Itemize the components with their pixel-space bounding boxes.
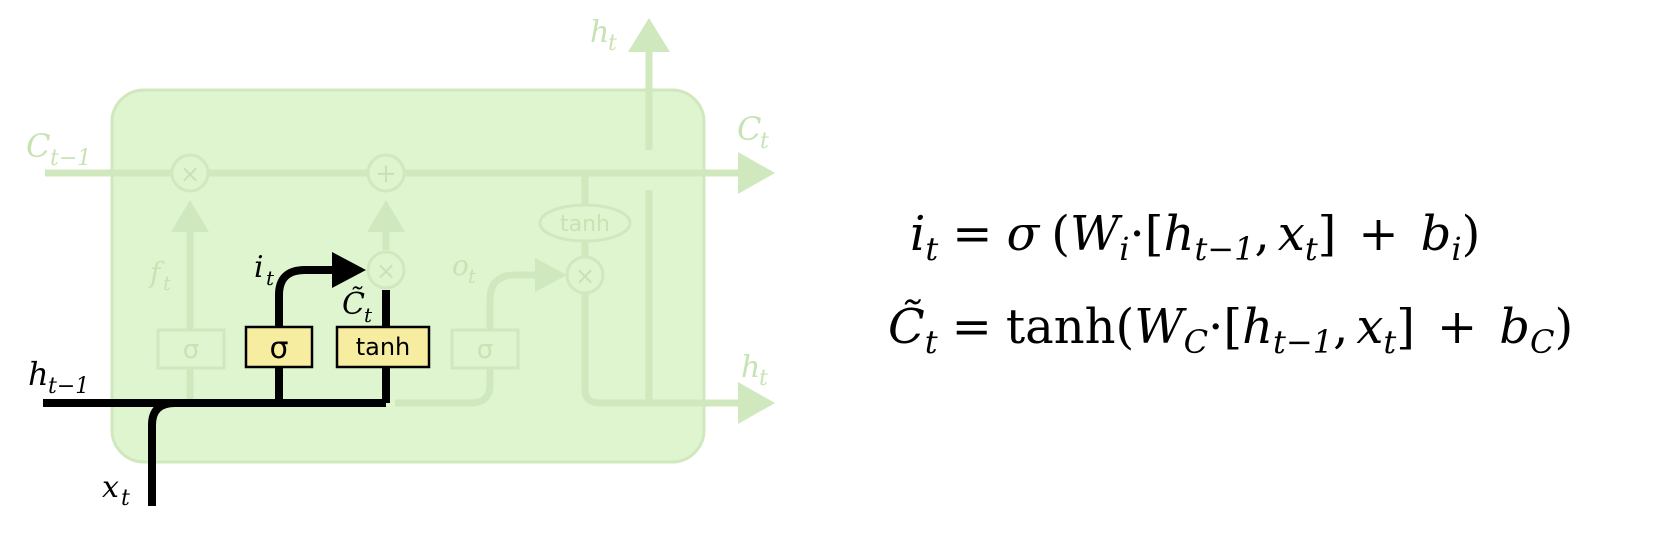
svg-text:t: t xyxy=(121,486,130,511)
cell-tanh-op: tanh xyxy=(538,203,632,243)
svg-text:t: t xyxy=(364,303,373,327)
svg-text:σ: σ xyxy=(183,335,199,365)
svg-text:+: + xyxy=(375,159,397,189)
svg-text:tanh: tanh xyxy=(356,333,411,361)
x-input-path xyxy=(148,399,176,506)
svg-text:σ: σ xyxy=(269,331,288,366)
svg-text:o: o xyxy=(452,249,469,282)
label-i-gate: i t xyxy=(254,250,275,290)
label-c-prev: C t−1 xyxy=(26,127,91,171)
svg-text:C: C xyxy=(737,110,761,148)
svg-text:C̃t=tanh(WC·[ht−1,xt]+bC): C̃t = tanh(WC·[ht−1, xt] + bC) xyxy=(888,297,1573,361)
svg-text:x: x xyxy=(102,470,119,505)
cell-add-op: + xyxy=(366,153,406,193)
svg-text:i: i xyxy=(254,250,264,285)
forget-sigma-box: σ xyxy=(156,328,226,370)
svg-text:t−1: t−1 xyxy=(48,374,89,399)
svg-text:t: t xyxy=(760,129,769,154)
svg-text:×: × xyxy=(376,257,396,285)
svg-text:C̃: C̃ xyxy=(342,287,365,322)
svg-text:C: C xyxy=(26,127,50,165)
svg-text:σ: σ xyxy=(477,335,493,365)
label-c-tilde: C̃ t xyxy=(342,287,373,327)
cell-state-arrowhead xyxy=(738,152,775,194)
svg-text:it=σ(Wi·[ht−1,xt]+bi): it = σ (Wi·[ht−1, xt] + bi) xyxy=(910,206,1480,268)
forget-multiply-op: × xyxy=(170,153,210,193)
label-x-in: x t xyxy=(102,470,130,511)
input-sigma-path xyxy=(275,266,335,403)
ht-right-arrowhead xyxy=(738,382,775,424)
output-sigma-box: σ xyxy=(450,328,520,370)
svg-text:h: h xyxy=(28,355,49,393)
svg-text:h: h xyxy=(741,350,760,385)
svg-text:t: t xyxy=(608,31,617,56)
add-input-arrowhead xyxy=(367,200,405,232)
equation-input-gate: it = σ (Wi·[ht−1, xt] + bi) xyxy=(910,206,1480,268)
svg-text:t: t xyxy=(266,266,275,290)
input-sigma-box: σ xyxy=(244,325,314,369)
input-tanh-box: tanh xyxy=(335,325,431,369)
output-multiply-op: × xyxy=(565,255,605,295)
svg-text:t: t xyxy=(759,366,768,391)
svg-text:×: × xyxy=(180,160,200,188)
label-o-gate: o t xyxy=(452,249,477,288)
svg-text:h: h xyxy=(590,15,609,50)
ht-top-arrowhead xyxy=(628,18,670,52)
input-gate-arrowhead xyxy=(332,252,366,288)
svg-text:t: t xyxy=(163,271,172,295)
label-c-next: C t xyxy=(737,110,769,154)
equation-candidate-cell: C̃t = tanh(WC·[ht−1, xt] + bC) xyxy=(888,297,1573,361)
lstm-cell-background xyxy=(110,88,706,464)
label-h-right: h t xyxy=(741,350,768,391)
output-gate-arrowhead xyxy=(535,258,567,292)
svg-text:tanh: tanh xyxy=(560,212,610,237)
label-h-top: h t xyxy=(590,15,617,56)
svg-text:t: t xyxy=(468,264,477,288)
input-multiply-op: × xyxy=(366,250,406,290)
label-h-prev: h t−1 xyxy=(28,355,89,399)
svg-text:×: × xyxy=(575,262,595,290)
svg-text:t−1: t−1 xyxy=(50,146,91,171)
forget-gate-arrowhead xyxy=(171,200,209,232)
